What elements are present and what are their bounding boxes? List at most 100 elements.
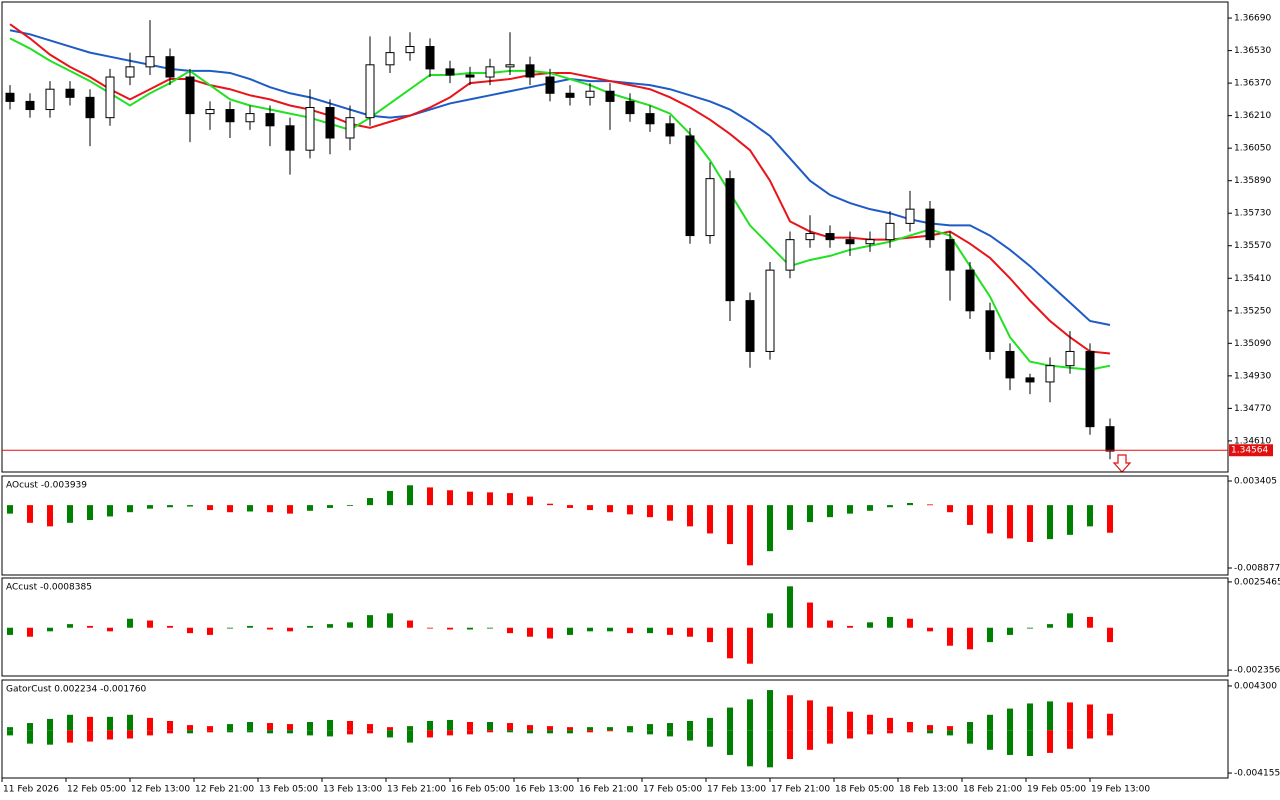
histogram-bar [267, 505, 273, 513]
histogram-bar [187, 627, 193, 634]
candle-body [785, 239, 795, 271]
gator-bar [7, 730, 13, 736]
gator-bar [367, 730, 373, 734]
histogram-bar [447, 490, 453, 506]
histogram-bar [1107, 505, 1113, 533]
x-tick-label: 19 Feb 05:00 [1027, 785, 1086, 795]
histogram-bar [287, 627, 293, 632]
histogram-bar [987, 627, 993, 643]
y-tick-label: 1.35730 [1234, 209, 1271, 219]
x-tick-label: 18 Feb 21:00 [963, 785, 1022, 795]
candle-body [625, 100, 635, 115]
histogram-bar [647, 505, 653, 518]
gator-bar [347, 720, 353, 731]
histogram-bar [867, 622, 873, 628]
histogram-bar [1027, 505, 1033, 542]
candle-body [185, 76, 195, 115]
gator-bar [87, 716, 93, 731]
price-label-box [1229, 444, 1273, 457]
x-tick-label: 13 Feb 21:00 [387, 785, 446, 795]
y-tick-label: 1.35090 [1234, 339, 1271, 349]
histogram-bar [1027, 627, 1033, 629]
gator-bar [307, 730, 313, 736]
histogram-bar [427, 627, 433, 629]
gator-bar [567, 727, 573, 731]
indicator-label: GatorCust 0.002234 -0.001760 [6, 685, 147, 695]
gator-bar [807, 730, 813, 750]
histogram-bar [487, 627, 493, 629]
x-tick-label: 18 Feb 13:00 [899, 785, 958, 795]
histogram-bar [947, 505, 953, 513]
gator-bar [827, 730, 833, 744]
gator-bar [727, 730, 733, 755]
histogram-bar [707, 627, 713, 643]
histogram-bar [807, 505, 813, 523]
histogram-bar [767, 613, 773, 628]
histogram-bar [1067, 613, 1073, 628]
histogram-bar [1007, 627, 1013, 635]
histogram-bar [567, 627, 573, 635]
indicator-label: ACcust -0.0008385 [6, 583, 92, 593]
y-tick-label: 1.36370 [1234, 79, 1271, 89]
histogram-bar [227, 627, 233, 629]
histogram-bar [127, 505, 133, 513]
gator-bar [447, 730, 453, 736]
gator-bar [387, 730, 393, 738]
candle-body [45, 88, 55, 111]
gator-bar [687, 720, 693, 731]
gator-bar [927, 730, 933, 734]
gator-bar [327, 719, 333, 731]
y-tick-label: 1.35410 [1234, 274, 1271, 284]
gator-bar [1007, 708, 1013, 731]
candle-body [345, 117, 355, 139]
histogram-bar [487, 492, 493, 506]
gator-bar [647, 730, 653, 735]
histogram-bar [607, 627, 613, 632]
candle-body [885, 222, 895, 241]
gator-bar [1027, 730, 1033, 756]
histogram-bar [467, 491, 473, 506]
histogram-bar [47, 505, 53, 527]
histogram-bar [367, 615, 373, 628]
candle-body [25, 100, 35, 111]
gator-bar [667, 730, 673, 737]
histogram-bar [7, 505, 13, 514]
gator-bar [707, 730, 713, 747]
histogram-bar [787, 505, 793, 530]
gator-bar [787, 695, 793, 731]
candle-body [905, 208, 915, 224]
candle-body [325, 107, 335, 139]
y-tick-label: 1.34930 [1234, 371, 1271, 381]
histogram-bar [207, 627, 213, 635]
candle-body [645, 113, 655, 125]
histogram-bar [347, 505, 353, 506]
y-tick-label: 1.34770 [1234, 404, 1271, 414]
candle-body [385, 52, 395, 66]
histogram-bar [727, 505, 733, 545]
x-tick-label: 17 Feb 13:00 [707, 785, 766, 795]
x-tick-label: 16 Feb 13:00 [515, 785, 574, 795]
candle-body [865, 239, 875, 245]
y-tick-label: 0.004300 [1234, 681, 1277, 691]
histogram-bar [747, 627, 753, 664]
histogram-bar [347, 622, 353, 628]
histogram-bar [687, 505, 693, 527]
gator-bar [627, 730, 633, 733]
histogram-bar [407, 485, 413, 506]
pane-frame [1, 679, 1229, 779]
gator-bar [867, 730, 873, 735]
gator-bar [107, 730, 113, 740]
candle-body [945, 239, 955, 271]
histogram-bar [527, 627, 533, 637]
histogram-bar [407, 620, 413, 628]
histogram-bar [827, 505, 833, 518]
gator-bar [927, 725, 933, 731]
histogram-bar [927, 627, 933, 632]
gator-bar [727, 707, 733, 731]
gator-bar [607, 727, 613, 731]
histogram-bar [587, 627, 593, 632]
candle-body [65, 88, 75, 98]
histogram-bar [927, 504, 933, 506]
